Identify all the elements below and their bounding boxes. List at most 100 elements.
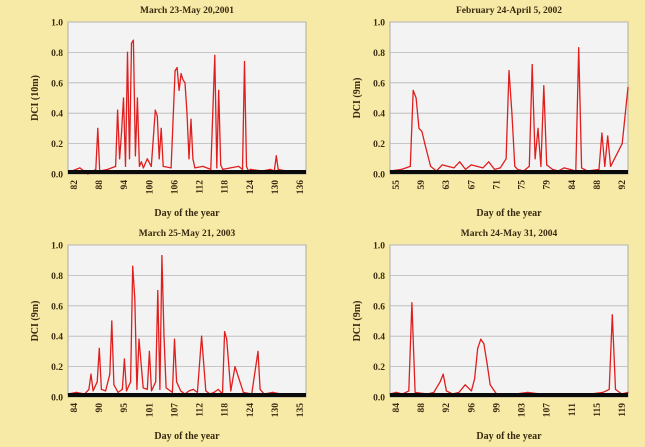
data-point (409, 165, 411, 167)
data-point (194, 167, 196, 169)
data-point (202, 165, 204, 167)
chart-panel-4: 0.0 0.2 0.4 0.6 0.8 1.0 84 88 92 96 99 103 107 111 115… (322, 223, 644, 446)
data-point (581, 167, 583, 169)
data-point (130, 42, 133, 44)
data-point (90, 373, 92, 375)
y-tick-label: 0.2 (51, 140, 63, 150)
chart-title: March 25-May 21, 2003 (139, 229, 236, 239)
y-tick-label: 0.0 (373, 394, 385, 404)
data-point (546, 164, 548, 166)
data-point (119, 158, 121, 160)
data-point (433, 391, 435, 393)
data-point (132, 265, 134, 267)
y-tick-label: 0.2 (373, 363, 385, 373)
data-point (192, 158, 194, 160)
y-axis-label: DCI (9m) (352, 301, 363, 342)
y-tick-label: 1.0 (373, 242, 385, 252)
data-point (184, 82, 186, 84)
x-tick-label: 88 (417, 403, 427, 413)
data-point (614, 388, 617, 390)
data-point (531, 64, 533, 66)
data-point (505, 158, 507, 160)
data-point (543, 85, 545, 87)
data-point (155, 381, 157, 383)
y-tick-label: 0.8 (51, 49, 63, 59)
data-point (190, 118, 192, 120)
x-axis-label: Day of the year (154, 431, 220, 442)
data-point (157, 290, 159, 292)
x-tick-label: 84 (70, 403, 80, 413)
x-tick-label: 103 (518, 403, 528, 418)
data-point (159, 388, 161, 390)
baseline-band (390, 170, 628, 174)
baseline-band (68, 393, 306, 397)
data-point (115, 165, 117, 167)
data-point (601, 132, 603, 134)
x-tick-label: 118 (221, 180, 231, 194)
chart-title: March 23-May 20,2001 (140, 6, 234, 16)
data-point (124, 165, 127, 167)
x-tick-label: 55 (392, 180, 402, 190)
data-point (173, 338, 176, 340)
x-axis-label: Day of the year (476, 208, 542, 219)
data-point (158, 158, 160, 160)
data-point (126, 51, 129, 54)
x-tick-label: 67 (467, 180, 477, 190)
data-point (192, 388, 194, 390)
data-point (188, 158, 190, 160)
data-point (259, 388, 261, 390)
data-point (176, 67, 178, 69)
chart-panel-1: 0.0 0.2 0.4 0.6 0.8 1.0 82 88 94 100 106 112 118 124 1… (0, 0, 322, 223)
x-tick-label: 130 (271, 403, 281, 418)
data-point (442, 373, 444, 375)
data-point (226, 338, 228, 340)
data-point (186, 112, 188, 114)
data-point (627, 86, 629, 88)
data-point (424, 143, 426, 145)
chart-title: February 24-April 5, 2002 (456, 6, 562, 16)
data-point (75, 391, 77, 393)
y-tick-label: 0.4 (373, 333, 385, 343)
data-point (421, 130, 423, 132)
data-point (514, 165, 516, 167)
data-point (142, 387, 144, 389)
x-tick-label: 118 (221, 403, 231, 417)
x-tick-label: 96 (467, 403, 477, 413)
x-tick-label: 107 (543, 403, 553, 418)
y-tick-label: 0.6 (373, 79, 385, 89)
chart-1: 0.0 0.2 0.4 0.6 0.8 1.0 82 88 94 100 106 112 118 124 1… (30, 6, 307, 219)
x-tick-label: 63 (442, 180, 452, 190)
data-point (476, 165, 478, 167)
chart-panel-3: 0.0 0.2 0.4 0.6 0.8 1.0 84 90 95 101 107 112 118 124 1… (0, 223, 322, 446)
y-tick-label: 1.0 (51, 242, 63, 252)
data-point (100, 388, 102, 390)
data-point (111, 320, 113, 322)
data-point (257, 350, 259, 352)
data-point (138, 165, 140, 167)
data-point (430, 165, 432, 167)
data-point (408, 390, 410, 392)
data-point (107, 168, 109, 170)
plot-area (389, 244, 629, 398)
data-point (163, 335, 165, 337)
y-tick-label: 0.4 (51, 110, 63, 120)
plot-area (389, 21, 629, 175)
data-point (470, 164, 472, 166)
x-tick-label: 84 (392, 403, 402, 413)
x-tick-label: 124 (246, 403, 256, 418)
x-tick-label: 111 (568, 403, 578, 416)
y-tick-label: 0.2 (373, 140, 385, 150)
data-point (217, 388, 219, 390)
data-point (439, 381, 441, 383)
data-point (608, 388, 610, 390)
data-point (621, 143, 623, 145)
data-point (598, 168, 600, 170)
data-point (483, 343, 485, 345)
data-point (92, 390, 94, 392)
data-point (611, 314, 613, 316)
data-point (125, 390, 128, 392)
data-point (464, 168, 467, 170)
x-axis-label: Day of the year (476, 431, 542, 442)
data-point (445, 390, 447, 392)
